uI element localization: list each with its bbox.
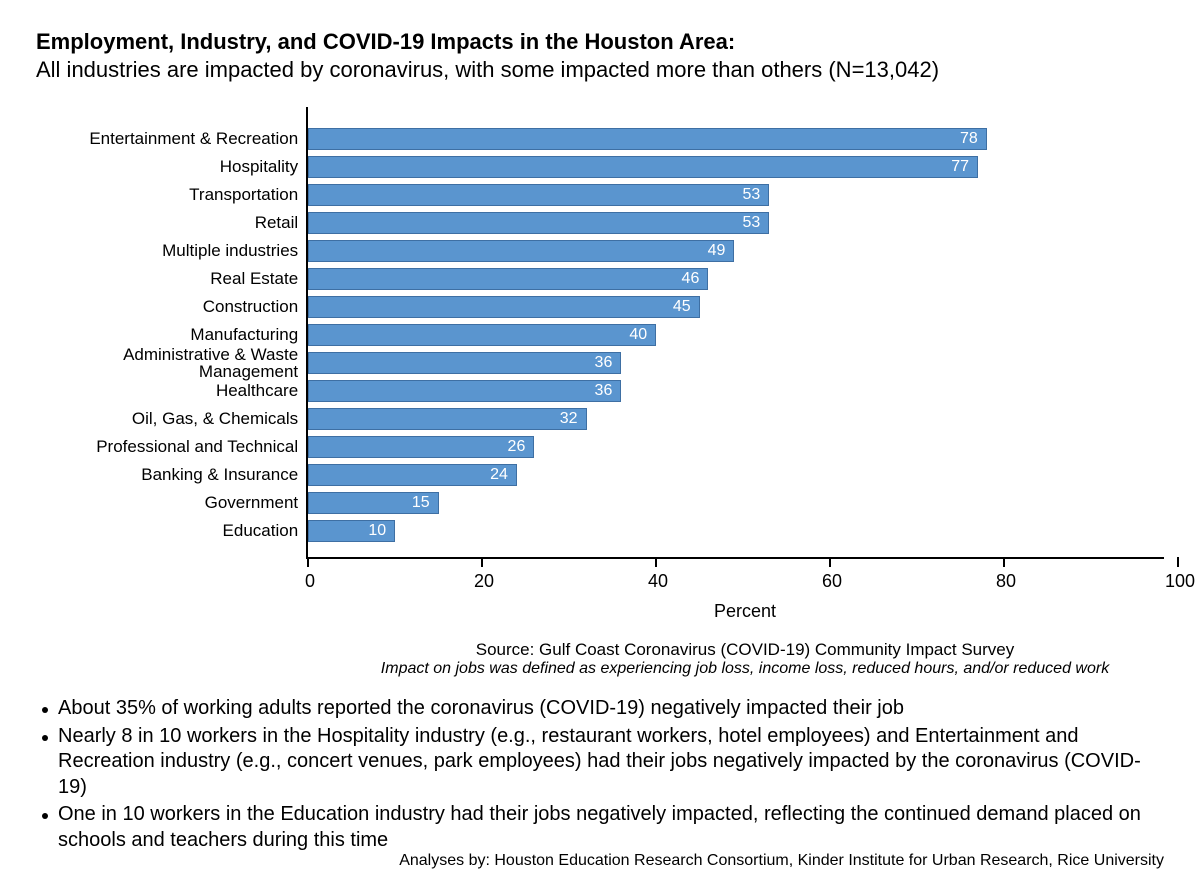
bar-value-label: 45 (673, 298, 691, 316)
x-tick-label: 0 (305, 571, 315, 592)
x-tick (829, 557, 831, 567)
bar: 32 (308, 408, 586, 430)
x-tick-label: 80 (996, 571, 1016, 592)
y-axis-label: Education (223, 517, 299, 545)
bar-value-label: 49 (708, 242, 726, 260)
y-axis-labels: Entertainment & RecreationHospitalityTra… (66, 107, 306, 559)
bullet-text: About 35% of working adults reported the… (58, 696, 904, 722)
bar: 78 (308, 128, 987, 150)
bullet-dot-icon (42, 735, 48, 741)
x-tick (481, 557, 483, 567)
y-axis-label: Government (205, 489, 299, 517)
x-tick-labels: 020406080100 (310, 571, 1180, 593)
bar: 26 (308, 436, 534, 458)
bar-value-label: 77 (951, 158, 969, 176)
credit-line: Analyses by: Houston Education Research … (399, 852, 1164, 870)
bar-row: 77 (308, 153, 1164, 181)
source-note: Impact on jobs was defined as experienci… (310, 660, 1180, 678)
bar: 53 (308, 184, 769, 206)
y-axis-label: Real Estate (210, 265, 298, 293)
bar-value-label: 36 (595, 382, 613, 400)
bar: 77 (308, 156, 978, 178)
x-tick-label: 60 (822, 571, 842, 592)
plot-area: 78 77 53 53 49 46 45 40 36 36 32 2624 15 10 (306, 107, 1164, 559)
bar-row: 46 (308, 265, 1164, 293)
x-tick (1003, 557, 1005, 567)
y-axis-label-text: Administrative & WasteManagement (123, 346, 298, 380)
bar-row: 40 (308, 321, 1164, 349)
y-axis-label: Multiple industries (162, 237, 298, 265)
bar-row: 45 (308, 293, 1164, 321)
x-tick-label: 100 (1165, 571, 1195, 592)
bar-row: 53 (308, 209, 1164, 237)
bullets-list: About 35% of working adults reported the… (36, 696, 1164, 854)
bars-group: 78 77 53 53 49 46 45 40 36 36 32 2624 15 10 (308, 125, 1164, 545)
bar: 45 (308, 296, 700, 318)
y-axis-label: Hospitality (220, 153, 298, 181)
y-axis-label: Retail (255, 209, 298, 237)
y-axis-label: Transportation (189, 181, 298, 209)
y-axis-label: Healthcare (216, 377, 298, 405)
page-root: Employment, Industry, and COVID-19 Impac… (0, 0, 1200, 882)
x-tick-label: 20 (474, 571, 494, 592)
x-ticks-group (308, 557, 1164, 567)
y-axis-label: Professional and Technical (96, 433, 298, 461)
x-tick (655, 557, 657, 567)
bar-value-label: 78 (960, 130, 978, 148)
x-tick-label: 40 (648, 571, 668, 592)
bullet-text: One in 10 workers in the Education indus… (58, 802, 1164, 853)
bar: 40 (308, 324, 656, 346)
bar-row: 26 (308, 433, 1164, 461)
bar-value-label: 40 (629, 326, 647, 344)
chart-container: Entertainment & RecreationHospitalityTra… (66, 107, 1164, 559)
bar: 36 (308, 352, 621, 374)
bar-row: 53 (308, 181, 1164, 209)
bullet-text: Nearly 8 in 10 workers in the Hospitalit… (58, 724, 1164, 801)
bar-value-label: 46 (682, 270, 700, 288)
bar-value-label: 15 (412, 494, 430, 512)
bar: 15 (308, 492, 439, 514)
bar: 10 (308, 520, 395, 542)
x-axis-title: Percent (310, 601, 1180, 622)
bar: 49 (308, 240, 734, 262)
bar-row: 49 (308, 237, 1164, 265)
bar: 46 (308, 268, 708, 290)
y-axis-label: Oil, Gas, & Chemicals (132, 405, 298, 433)
bullet-item: About 35% of working adults reported the… (36, 696, 1164, 722)
y-axis-label: Entertainment & Recreation (89, 125, 298, 153)
chart-title: Employment, Industry, and COVID-19 Impac… (36, 28, 1164, 56)
bullet-dot-icon (42, 813, 48, 819)
y-axis-label: Administrative & WasteManagement (123, 349, 298, 377)
bar-row: 36 (308, 377, 1164, 405)
bullet-item: Nearly 8 in 10 workers in the Hospitalit… (36, 724, 1164, 801)
x-tick (307, 557, 309, 567)
bar: 24 (308, 464, 517, 486)
bullet-item: One in 10 workers in the Education indus… (36, 802, 1164, 853)
bar-row: 24 (308, 461, 1164, 489)
bar-value-label: 53 (742, 214, 760, 232)
bar-row: 10 (308, 517, 1164, 545)
chart-subtitle: All industries are impacted by coronavir… (36, 56, 1164, 84)
y-axis-label: Construction (203, 293, 298, 321)
bar: 53 (308, 212, 769, 234)
bar-value-label: 10 (368, 522, 386, 540)
bar: 36 (308, 380, 621, 402)
bar-value-label: 36 (595, 354, 613, 372)
source-line: Source: Gulf Coast Coronavirus (COVID-19… (310, 640, 1180, 660)
source-block: Source: Gulf Coast Coronavirus (COVID-19… (310, 640, 1180, 678)
bar-row: 32 (308, 405, 1164, 433)
y-axis-label: Banking & Insurance (141, 461, 298, 489)
bullet-dot-icon (42, 707, 48, 713)
bar-value-label: 53 (742, 186, 760, 204)
x-tick (1177, 557, 1179, 567)
bar-row: 36 (308, 349, 1164, 377)
bar-value-label: 32 (560, 410, 578, 428)
bar-row: 15 (308, 489, 1164, 517)
bar-value-label: 24 (490, 466, 508, 484)
bar-row: 78 (308, 125, 1164, 153)
bar-value-label: 26 (508, 438, 526, 456)
